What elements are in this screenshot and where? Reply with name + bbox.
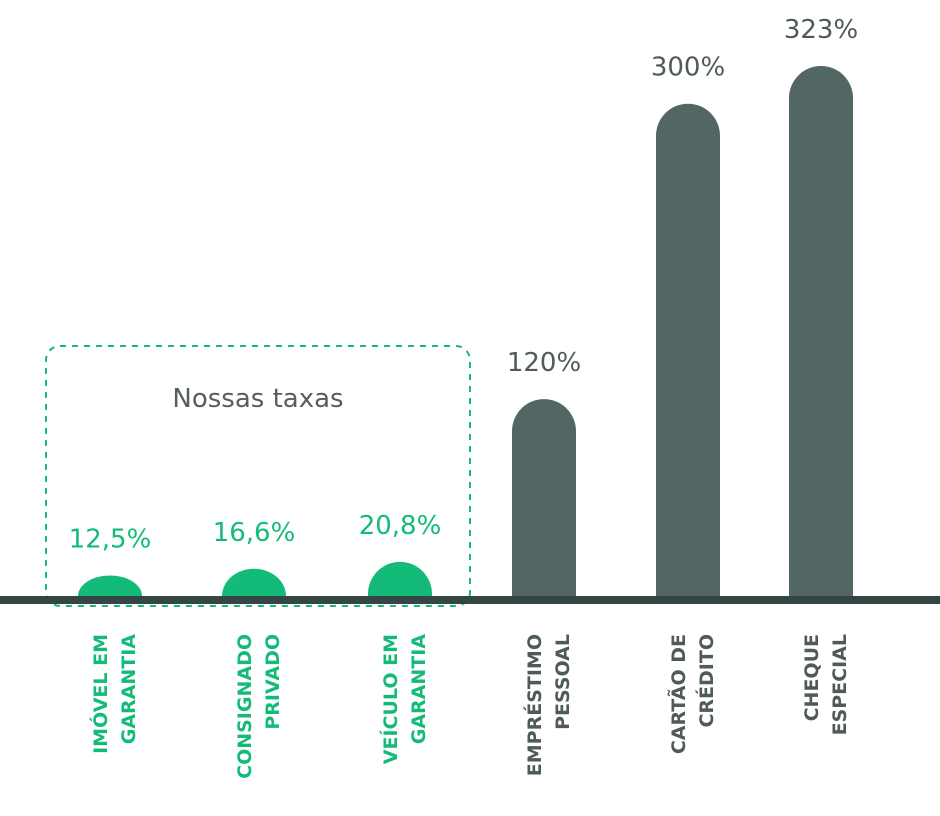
bar [368,561,432,596]
category-label-line: IMÓVEL EM [88,634,112,754]
category-label: CARTÃO DE CRÉDITO [666,634,718,754]
value-label: 12,5% [69,524,152,554]
category-label: CONSIGNADO PRIVADO [234,634,284,779]
bar [78,575,142,596]
category-labels: IMÓVEL EM GARANTIA CONSIGNADO PRIVADO VEÍCUL… [88,634,851,779]
category-label-line: CARTÃO DE [666,634,690,754]
value-label: 323% [784,15,858,45]
x-axis-line [0,596,940,604]
category-label-line: PRIVADO [262,634,284,730]
value-label: 120% [507,348,581,378]
category-label: CHEQUE ESPECIAL [801,634,851,735]
value-label: 16,6% [213,518,296,548]
category-label: EMPRÉSTIMO PESSOAL [523,634,574,776]
value-label: 20,8% [359,511,442,541]
bar [789,66,853,596]
value-labels: 12,5% 16,6% 20,8% 120% 300% 323% [69,15,858,554]
baseline [0,596,940,604]
category-label-line: CRÉDITO [695,634,718,728]
bar [656,103,720,597]
value-label: 300% [651,53,725,83]
highlight-group-label: Nossas taxas [172,384,343,414]
category-label-line: GARANTIA [408,634,430,745]
bars [78,66,853,597]
category-label: IMÓVEL EM GARANTIA [88,634,140,754]
highlight-group: Nossas taxas [45,345,471,607]
category-label: VEÍCULO EM GARANTIA [379,634,430,765]
highlight-box [45,345,471,607]
bar [512,399,576,596]
bar [222,568,286,596]
category-label-line: ESPECIAL [829,634,851,735]
category-label-line: VEÍCULO EM [379,634,402,764]
category-label-line: GARANTIA [118,634,140,745]
category-label-line: CONSIGNADO [234,634,256,779]
category-label-line: EMPRÉSTIMO [523,634,546,776]
category-label-line: PESSOAL [552,634,574,730]
category-label-line: CHEQUE [801,634,823,721]
